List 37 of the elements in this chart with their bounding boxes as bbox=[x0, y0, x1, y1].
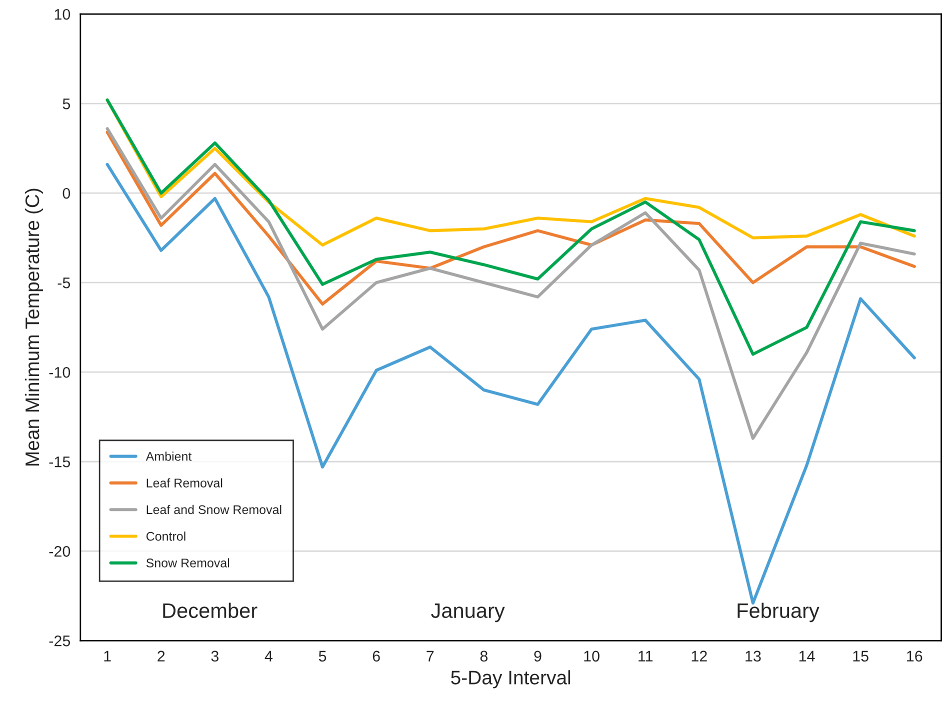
x-tick-label: 6 bbox=[372, 650, 380, 662]
legend-label: Leaf Removal bbox=[146, 478, 222, 488]
line-series bbox=[106, 98, 916, 356]
annotation: January bbox=[431, 604, 505, 622]
y-axis-title: Mean Minimum Temperature (C) bbox=[24, 188, 44, 466]
y-tick-label: 10 bbox=[54, 8, 70, 20]
x-tick-label: 3 bbox=[211, 650, 218, 662]
x-tick-label: 13 bbox=[746, 650, 761, 662]
y-tick-label: -25 bbox=[49, 636, 70, 646]
annotation: February bbox=[738, 602, 820, 622]
y-tick-label: -20 bbox=[49, 546, 70, 557]
legend-label: Control bbox=[146, 532, 186, 541]
x-tick-label: 12 bbox=[692, 650, 707, 662]
x-axis-title: 5-Day Interval bbox=[451, 670, 570, 688]
x-tick-label: 2 bbox=[158, 650, 165, 662]
x-tick-label: 9 bbox=[534, 650, 542, 662]
legend-label: Leaf and Snow Removal bbox=[146, 504, 282, 514]
y-tick-label: -10 bbox=[49, 366, 70, 378]
x-tick-label: 1 bbox=[104, 650, 111, 662]
legend-label: Ambient bbox=[146, 452, 192, 461]
legend-label: Snow Removal bbox=[146, 558, 230, 568]
x-tick-label: 15 bbox=[853, 650, 868, 662]
x-tick-label: 16 bbox=[907, 650, 922, 662]
annotation: December bbox=[163, 602, 258, 618]
x-tick-label: 4 bbox=[264, 650, 273, 662]
line-series bbox=[106, 127, 916, 440]
y-tick-label: 5 bbox=[62, 98, 70, 110]
y-tick-label: 0 bbox=[62, 188, 70, 199]
y-tick-label: -15 bbox=[49, 456, 70, 468]
y-tick-label: -5 bbox=[58, 278, 70, 288]
x-tick-label: 10 bbox=[584, 650, 600, 662]
x-tick-label: 7 bbox=[426, 650, 434, 662]
line-series bbox=[106, 130, 916, 306]
x-tick-label: 14 bbox=[799, 650, 815, 662]
x-tick-label: 5 bbox=[318, 650, 326, 662]
x-tick-label: 11 bbox=[638, 650, 653, 662]
x-tick-label: 8 bbox=[480, 650, 488, 662]
